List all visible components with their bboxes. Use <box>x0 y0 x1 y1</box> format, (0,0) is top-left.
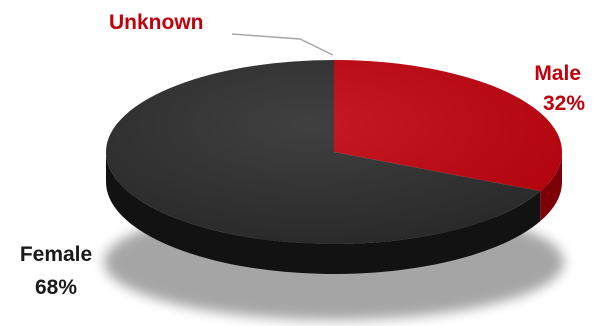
pie-highlight <box>106 60 562 244</box>
pie-sides <box>106 152 562 275</box>
male-label: Male <box>534 62 581 85</box>
pie-side-female <box>106 152 541 275</box>
female-percent-label: 68% <box>35 276 77 299</box>
unknown-leader-line <box>231 33 334 56</box>
pie-side-male <box>540 152 562 222</box>
unknown-label: Unknown <box>109 11 204 34</box>
female-label: Female <box>20 243 92 266</box>
male-percent-label: 32% <box>543 92 585 115</box>
pie-tops <box>106 60 562 245</box>
